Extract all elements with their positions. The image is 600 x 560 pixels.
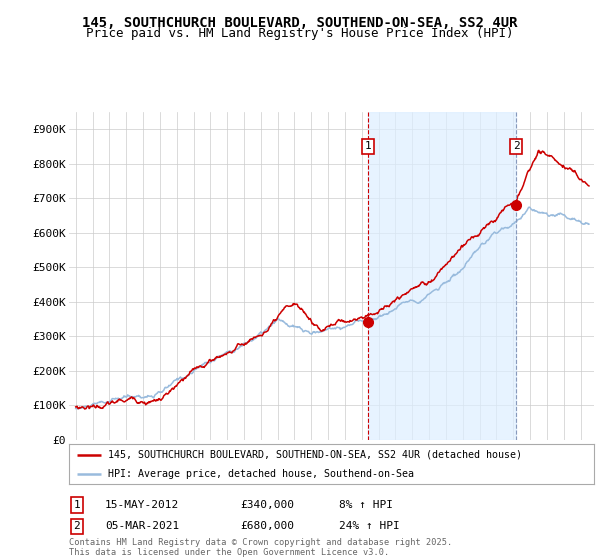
Text: Price paid vs. HM Land Registry's House Price Index (HPI): Price paid vs. HM Land Registry's House … bbox=[86, 27, 514, 40]
Text: 05-MAR-2021: 05-MAR-2021 bbox=[105, 521, 179, 531]
Text: 145, SOUTHCHURCH BOULEVARD, SOUTHEND-ON-SEA, SS2 4UR (detached house): 145, SOUTHCHURCH BOULEVARD, SOUTHEND-ON-… bbox=[109, 450, 523, 460]
Text: 15-MAY-2012: 15-MAY-2012 bbox=[105, 500, 179, 510]
Bar bbox=[368, 112, 516, 440]
Text: 2: 2 bbox=[513, 141, 520, 151]
Text: £340,000: £340,000 bbox=[240, 500, 294, 510]
Text: Contains HM Land Registry data © Crown copyright and database right 2025.
This d: Contains HM Land Registry data © Crown c… bbox=[69, 538, 452, 557]
Text: 24% ↑ HPI: 24% ↑ HPI bbox=[339, 521, 400, 531]
Text: 145, SOUTHCHURCH BOULEVARD, SOUTHEND-ON-SEA, SS2 4UR: 145, SOUTHCHURCH BOULEVARD, SOUTHEND-ON-… bbox=[82, 16, 518, 30]
Text: 1: 1 bbox=[73, 500, 80, 510]
Text: 8% ↑ HPI: 8% ↑ HPI bbox=[339, 500, 393, 510]
Text: 2: 2 bbox=[73, 521, 80, 531]
Text: HPI: Average price, detached house, Southend-on-Sea: HPI: Average price, detached house, Sout… bbox=[109, 469, 415, 478]
Text: 1: 1 bbox=[365, 141, 371, 151]
Text: £680,000: £680,000 bbox=[240, 521, 294, 531]
